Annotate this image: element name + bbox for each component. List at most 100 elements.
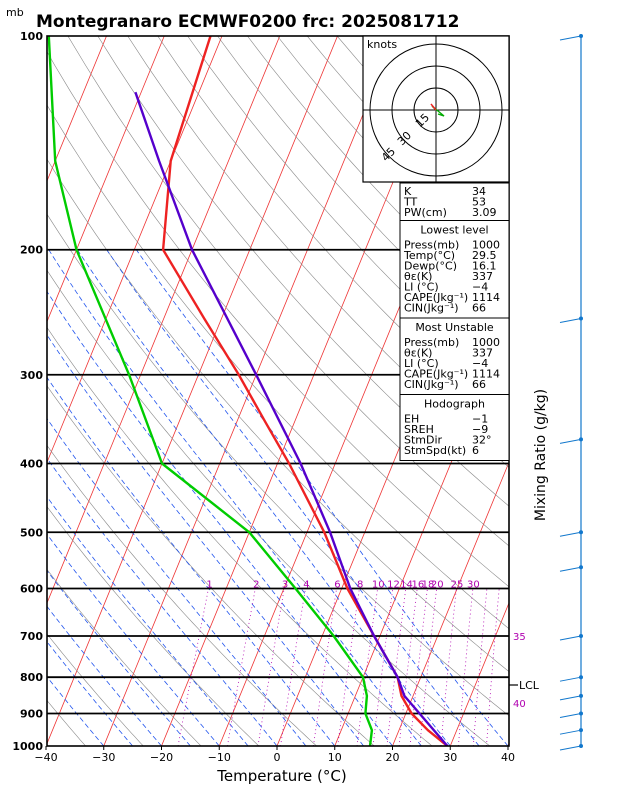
- moist-adiabat-line: [47, 605, 162, 746]
- table-key: θε(K): [404, 270, 432, 283]
- isotherm-line: [449, 601, 509, 746]
- table-key: SREH: [404, 423, 434, 436]
- mixing-ratio-label: 30: [467, 579, 480, 590]
- table-value: 6: [472, 444, 479, 457]
- isotherm-line: [47, 36, 338, 745]
- lcl-label: LCL: [519, 679, 540, 692]
- table-value: 66: [472, 302, 486, 315]
- mixing-ratio-label: 6: [334, 579, 340, 590]
- mixing-ratio-line: [257, 588, 285, 746]
- mixing-ratio-label: 4: [303, 579, 309, 590]
- hodograph-inset: knots 15 30 45: [362, 35, 510, 183]
- mixing-ratio-line: [227, 588, 256, 746]
- dry-adiabat-line: [47, 51, 509, 588]
- table-heading: Hodograph: [424, 398, 485, 411]
- table-value: −1: [472, 413, 488, 426]
- dry-adiabat-line: [67, 36, 509, 547]
- table-key: θε(K): [404, 347, 432, 360]
- table-heading: Most Unstable: [415, 321, 494, 334]
- mixing-ratio-line: [473, 588, 488, 746]
- mixing-ratio-label: 8: [357, 579, 363, 590]
- temperature-tick-label: 20: [386, 751, 400, 764]
- wind-barb: [559, 35, 582, 41]
- temperature-tick-label: −20: [150, 751, 173, 764]
- isotherm-line: [103, 36, 396, 746]
- table-block: [399, 182, 510, 221]
- pressure-tick-labels: 100 200 300 400 500 600 700 800 900 1000: [12, 30, 43, 753]
- table-key: CIN(Jkg⁻¹): [404, 378, 459, 391]
- temperature-tick-label: 10: [328, 751, 342, 764]
- right-axis-label: Mixing Ratio (g/kg): [533, 389, 549, 521]
- temperature-tick-label: −30: [92, 751, 115, 764]
- table-key: TT: [403, 196, 418, 209]
- sounding-profiles: [47, 36, 449, 746]
- table-value: 53: [472, 196, 486, 209]
- moist-adiabat-line: [47, 676, 105, 746]
- table-key: Temp(°C): [403, 249, 455, 262]
- isotherm-line: [47, 36, 107, 182]
- wind-barb: [559, 566, 582, 572]
- dry-adiabat-line: [47, 506, 260, 746]
- table-value: 1000: [472, 336, 500, 349]
- wind-barb: [559, 676, 582, 682]
- temperature-tick-labels: −40 −30 −20 −10 0 10 20 30 40: [34, 746, 515, 764]
- dry-adiabat-line: [47, 269, 490, 746]
- wind-barbs: [559, 34, 583, 751]
- mixing-ratio-label: 2: [253, 579, 259, 590]
- mixing-ratio-line: [486, 588, 500, 746]
- moist-adiabat-line: [135, 249, 509, 746]
- mixing-ratio-label: 14: [400, 579, 413, 590]
- mixing-ratio-label: 20: [431, 579, 444, 590]
- dry-adiabat-line: [47, 158, 509, 673]
- parcel-profile: [134, 91, 449, 746]
- temperature-tick-label: 0: [274, 751, 281, 764]
- table-value: −9: [472, 423, 488, 436]
- dry-adiabat-line: [47, 633, 144, 746]
- hodograph-trace-upper: [430, 103, 437, 111]
- table-key: Press(mb): [404, 239, 459, 252]
- table-key: Press(mb): [404, 336, 459, 349]
- dry-adiabat-line: [47, 326, 433, 746]
- mixing-ratio-label: 3: [282, 579, 288, 590]
- mixing-ratio-label: 35: [513, 632, 526, 643]
- table-value: 3.09: [472, 206, 497, 219]
- table-value: 16.1: [472, 260, 497, 273]
- mixing-ratio-label: 1: [206, 579, 212, 590]
- pressure-tick-label: 500: [20, 526, 43, 539]
- pressure-tick-label: 800: [20, 671, 43, 684]
- table-key: StmSpd(kt): [404, 444, 466, 457]
- mixing-ratio-label: 10: [372, 579, 385, 590]
- wind-barb: [559, 729, 582, 735]
- dry-adiabat-line: [47, 213, 509, 717]
- dry-adiabat-line: [157, 36, 509, 430]
- table-key: Dewp(°C): [404, 260, 457, 273]
- isotherm-line: [392, 461, 509, 746]
- pressure-tick-label: 1000: [12, 740, 43, 753]
- table-key: PW(cm): [404, 206, 447, 219]
- pressure-tick-label: 600: [20, 582, 43, 595]
- table-key: EH: [404, 413, 419, 426]
- wind-barb: [559, 745, 582, 751]
- wind-barb: [559, 531, 582, 537]
- table-key: LI (°C): [404, 357, 439, 370]
- mixing-ratio-label: 18: [422, 579, 435, 590]
- dewpoint-profile: [47, 36, 374, 746]
- table-value: 29.5: [472, 249, 497, 262]
- table-key: CIN(Jkg⁻¹): [404, 302, 459, 315]
- mixing-ratio-line: [440, 588, 457, 746]
- x-axis-label: Temperature (°C): [216, 767, 346, 785]
- mixing-ratio-label: 40: [513, 699, 526, 710]
- table-key: CAPE(Jkg⁻¹): [404, 291, 468, 304]
- wind-barb: [559, 318, 582, 324]
- table-value: −4: [472, 357, 488, 370]
- mixing-ratio-line: [313, 588, 337, 746]
- temperature-tick-label: 30: [443, 751, 457, 764]
- moist-adiabat-line: [106, 249, 480, 746]
- temperature-tick-label: −10: [208, 751, 231, 764]
- mixing-ratio-label: 16: [412, 579, 425, 590]
- table-block: [399, 394, 510, 461]
- table-key: StmDir: [404, 434, 443, 447]
- stability-table: K 34 TT 53 PW(cm) 3.09 Lowest level Press(mb) 10…: [399, 182, 510, 461]
- wind-barb: [559, 438, 582, 444]
